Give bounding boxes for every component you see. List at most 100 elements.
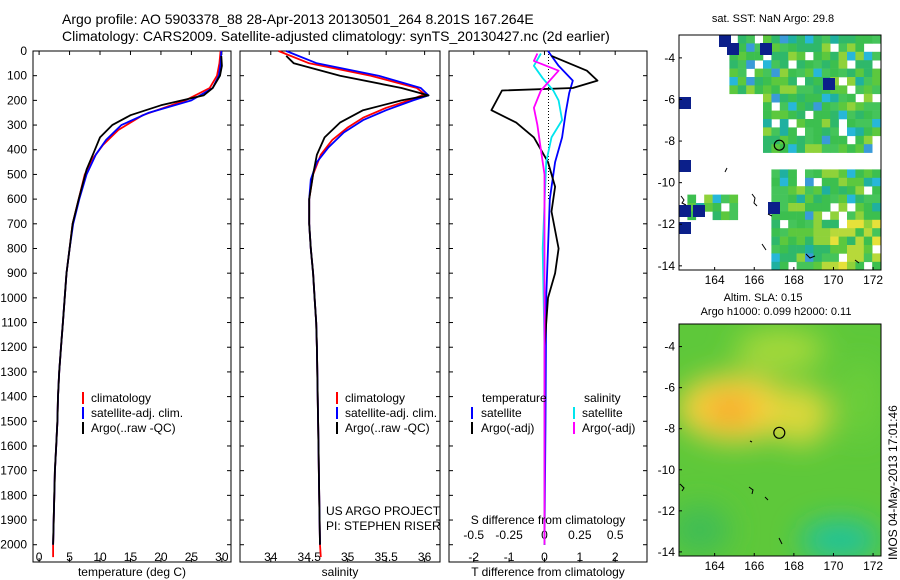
sst-cell xyxy=(788,127,797,137)
sst-cell xyxy=(838,186,848,195)
sst-cell xyxy=(687,203,697,212)
sst-cell xyxy=(863,177,873,187)
sst-cell xyxy=(863,68,873,78)
coastline xyxy=(748,486,754,495)
project-annotation: US ARGO PROJECT xyxy=(326,504,441,518)
difference-panel: -2 -1 0 1 2-0.5 -0.25 0 0.25 0.5 temperature sal… xyxy=(448,50,648,579)
sst-cell xyxy=(796,194,806,204)
sst-cell xyxy=(855,261,865,270)
lat-tick-label: -6 xyxy=(664,381,675,395)
sst-cold-cell xyxy=(823,78,835,90)
sst-cell xyxy=(855,127,865,137)
sst-cell xyxy=(788,43,797,53)
sst-cell xyxy=(796,211,806,221)
sst-cell xyxy=(813,93,823,103)
sst-cell xyxy=(855,245,865,254)
sst-cell xyxy=(754,68,764,78)
series-line-climatology xyxy=(52,50,222,558)
sst-cell xyxy=(763,60,772,69)
sst-cell xyxy=(880,203,881,212)
sst-cell xyxy=(855,219,865,229)
sst-cell xyxy=(813,169,823,179)
sst-cell xyxy=(813,228,823,237)
sst-cell xyxy=(763,77,772,86)
sst-cell xyxy=(771,219,781,229)
sst-cell xyxy=(872,68,881,78)
sst-cell xyxy=(771,127,781,137)
lon-tick-label: 172 xyxy=(863,559,883,573)
depth-tick-label: 400 xyxy=(7,143,27,157)
temperature-marks: 0100200300400500600700800900100011001200… xyxy=(0,44,231,564)
x-tick-label: 0 xyxy=(36,550,43,564)
legend-argo-label: Argo(..raw -QC) xyxy=(345,421,430,435)
depth-tick-label: 1800 xyxy=(0,488,27,502)
sst-cell xyxy=(788,228,797,237)
legend-t-sat-label: satellite xyxy=(481,406,522,420)
sst-cell xyxy=(847,102,856,111)
sst-cell xyxy=(788,77,797,86)
sst-cell xyxy=(813,102,823,111)
sst-cell xyxy=(729,77,739,86)
sst-cell xyxy=(830,211,839,221)
sst-cell xyxy=(788,236,797,246)
sst-cold-cell xyxy=(768,202,780,214)
sst-cell xyxy=(821,144,831,153)
s-tick-label: 0.25 xyxy=(568,528,592,542)
sst-cell xyxy=(779,177,789,187)
sst-cell xyxy=(796,253,806,263)
sst-cell xyxy=(863,119,873,128)
sst-cell xyxy=(855,253,865,263)
sst-cell xyxy=(763,102,772,111)
sst-cell xyxy=(855,35,865,44)
sst-cell xyxy=(872,253,881,263)
sst-cell xyxy=(796,219,806,229)
sst-cell xyxy=(855,169,865,179)
sst-map-coastlines xyxy=(680,167,860,264)
sst-cell xyxy=(847,194,856,204)
header-line1: Argo profile: AO 5903378_88 28-Apr-2013 … xyxy=(62,11,534,27)
sst-cell xyxy=(847,127,856,137)
sst-cell xyxy=(880,261,881,270)
lat-tick-label: -8 xyxy=(664,134,675,148)
sst-cell xyxy=(805,35,814,44)
sla-mid-region xyxy=(840,360,880,440)
sst-cell xyxy=(863,135,873,145)
depth-tick-label: 1300 xyxy=(0,365,27,379)
sst-cell xyxy=(838,110,848,120)
sst-cell xyxy=(779,110,789,120)
x-tick-label: 15 xyxy=(124,550,138,564)
legend-t-argo-label: Argo(-adj) xyxy=(481,421,534,435)
s-difference-label: S difference from climatology xyxy=(471,513,626,527)
sst-cell xyxy=(746,60,755,69)
sst-cell xyxy=(813,236,823,246)
sst-cell xyxy=(788,144,797,153)
lat-tick-label: -6 xyxy=(664,92,675,106)
sst-cell xyxy=(796,119,806,128)
sst-cell xyxy=(771,60,781,69)
sst-cell xyxy=(880,169,881,179)
sst-cell xyxy=(737,77,747,86)
legend-s-sat-label: satellite xyxy=(582,406,623,420)
sst-cell xyxy=(821,110,831,120)
salinity-axes-frame xyxy=(239,50,441,563)
sst-cell xyxy=(779,194,789,204)
sst-cell xyxy=(788,245,797,254)
sla-map-coastlines xyxy=(679,440,783,545)
sst-cell xyxy=(779,253,789,263)
sst-cell xyxy=(805,144,814,153)
lon-tick-label: 166 xyxy=(744,559,764,573)
sst-cell xyxy=(754,77,764,86)
sst-cell xyxy=(855,194,865,204)
sst-cell xyxy=(771,211,781,221)
sla-map-axes: 164 166 168 170 172 -4 -6 -8 -10 -12 -14 xyxy=(658,340,884,573)
sst-cell xyxy=(872,186,881,195)
sst-cell xyxy=(855,203,865,212)
sst-cell xyxy=(779,236,789,246)
sst-cell xyxy=(872,127,881,137)
sst-cell xyxy=(847,177,856,187)
sst-cell xyxy=(746,85,755,95)
sst-cell xyxy=(830,245,839,254)
sst-cell xyxy=(838,135,848,145)
argo-float-marker xyxy=(773,426,786,439)
